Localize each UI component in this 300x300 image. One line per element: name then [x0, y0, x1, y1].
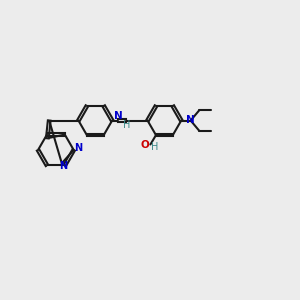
Text: O: O: [140, 140, 149, 150]
Text: N: N: [59, 161, 67, 171]
Text: N: N: [186, 115, 195, 125]
Text: H: H: [123, 120, 130, 130]
Text: H: H: [151, 142, 158, 152]
Text: N: N: [114, 111, 123, 121]
Text: N: N: [74, 143, 82, 153]
